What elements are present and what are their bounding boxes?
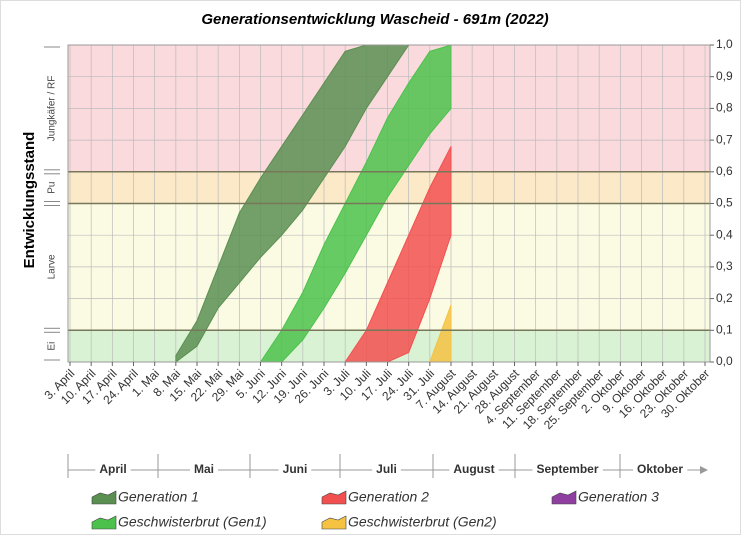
- y-tick-label: 0,3: [716, 259, 733, 273]
- month-label: Mai: [194, 462, 214, 476]
- month-arrow: [700, 466, 708, 474]
- legend-label: Generation 1: [118, 489, 199, 505]
- legend-label: Generation 2: [348, 489, 429, 505]
- month-label: Juni: [283, 462, 308, 476]
- legend-swatch: [321, 490, 347, 505]
- y-tick-label: 0,2: [716, 291, 733, 305]
- month-label-bg: [632, 460, 688, 479]
- month-label-bg: [278, 460, 312, 479]
- zone-label: Larve: [47, 254, 58, 279]
- y-tick-label: 0,5: [716, 196, 733, 210]
- month-label-bg: [372, 460, 401, 479]
- y-tick-label: 0,6: [716, 164, 733, 178]
- y-tick-label: 0,4: [716, 227, 733, 241]
- month-label: Juli: [376, 462, 397, 476]
- zone-label: Jungkäfer / RF: [47, 76, 58, 142]
- y-tick-label: 0,7: [716, 132, 733, 146]
- y-tick-label: 0,9: [716, 69, 733, 83]
- legend-label: Geschwisterbrut (Gen2): [348, 514, 497, 530]
- y-axis-label: Entwicklungsstand: [21, 132, 38, 269]
- y-tick-label: 1,0: [716, 37, 733, 51]
- month-label: August: [453, 462, 494, 476]
- month-label: September: [536, 462, 598, 476]
- legend-label: Geschwisterbrut (Gen1): [118, 514, 267, 530]
- legend-swatch: [321, 515, 347, 530]
- month-label-bg: [189, 460, 219, 479]
- legend-swatch: [91, 490, 117, 505]
- bands: [68, 44, 710, 363]
- month-label-bg: [449, 460, 499, 479]
- legend-label: Generation 3: [578, 489, 659, 505]
- month-label: Oktober: [637, 462, 683, 476]
- zone-label: Ei: [47, 342, 58, 351]
- legend-swatch: [551, 490, 577, 505]
- y-tick-label: 0,8: [716, 101, 733, 115]
- month-label-bg: [95, 460, 131, 479]
- legend-swatch: [91, 515, 117, 530]
- zone-label: Pu: [47, 182, 58, 194]
- y-tick-label: 0,1: [716, 322, 733, 336]
- chart-title: Generationsentwicklung Wascheid - 691m (…: [201, 11, 548, 28]
- month-label-bg: [532, 460, 603, 479]
- y-tick-label: 0,0: [716, 354, 733, 368]
- month-label: April: [99, 462, 126, 476]
